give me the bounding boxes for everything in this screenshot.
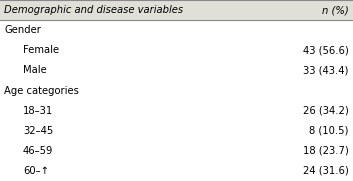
Text: 18 (23.7): 18 (23.7)	[303, 146, 349, 156]
Text: 24 (31.6): 24 (31.6)	[303, 166, 349, 176]
Text: 46–59: 46–59	[23, 146, 53, 156]
Bar	[0, 0, 353, 20]
Text: 60–↑: 60–↑	[23, 166, 49, 176]
Text: Female: Female	[23, 45, 59, 55]
Text: 32–45: 32–45	[23, 126, 53, 136]
Text: Male: Male	[23, 65, 47, 75]
Text: Demographic and disease variables: Demographic and disease variables	[4, 5, 183, 15]
Text: 26 (34.2): 26 (34.2)	[303, 106, 349, 116]
Text: 18–31: 18–31	[23, 106, 53, 116]
Text: Gender: Gender	[4, 25, 41, 35]
Text: n (%): n (%)	[322, 5, 349, 15]
Text: 43 (56.6): 43 (56.6)	[303, 45, 349, 55]
Text: Age categories: Age categories	[4, 85, 79, 96]
Text: 8 (10.5): 8 (10.5)	[309, 126, 349, 136]
Text: 33 (43.4): 33 (43.4)	[303, 65, 349, 75]
